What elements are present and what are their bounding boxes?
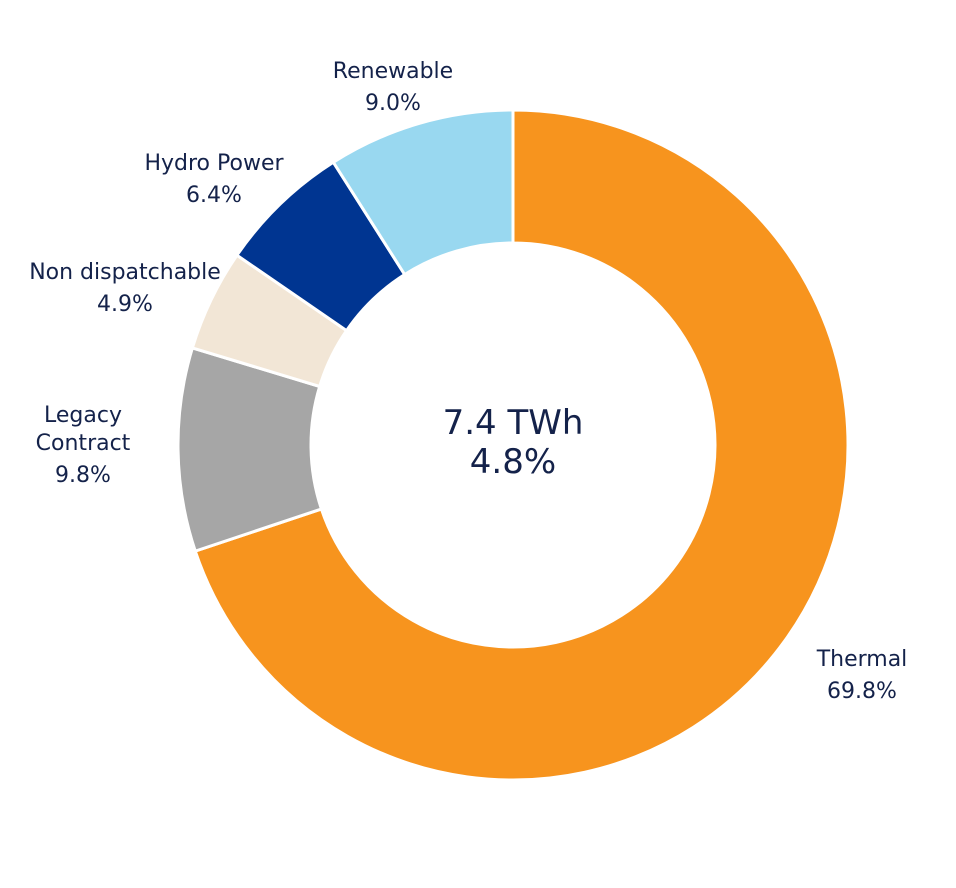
slice-label-hydro-power: Hydro Power 6.4% (144, 151, 284, 208)
slice-name-hydro-power: Hydro Power (144, 151, 284, 176)
labels-layer: Thermal 69.8% Legacy Contract 9.8% Non dispat… (29, 59, 907, 704)
center-label: 7.4 TWh 4.8% (443, 403, 584, 482)
slice-thermal (193, 108, 850, 782)
slice-value-thermal: 69.8% (827, 679, 897, 704)
slice-renewable (331, 108, 515, 277)
center-share-label: 4.8% (470, 442, 556, 482)
slice-value-renewable: 9.0% (365, 91, 421, 116)
slice-name-thermal: Thermal (816, 647, 908, 672)
slice-value-hydro-power: 6.4% (186, 183, 242, 208)
slice-name-renewable: Renewable (333, 59, 453, 84)
slice-name-non-dispatchable: Non dispatchable (29, 260, 221, 285)
slice-name-legacy-contract-2: Contract (36, 431, 131, 456)
slice-value-non-dispatchable: 4.9% (97, 292, 153, 317)
slice-name-legacy-contract-1: Legacy (44, 403, 122, 428)
slices-layer (176, 108, 850, 782)
slice-label-legacy-contract: Legacy Contract 9.8% (36, 403, 131, 488)
slice-value-legacy-contract: 9.8% (55, 463, 111, 488)
slice-label-renewable: Renewable 9.0% (333, 59, 453, 116)
center-total-label: 7.4 TWh (443, 403, 584, 443)
slice-label-non-dispatchable: Non dispatchable 4.9% (29, 260, 221, 317)
slice-label-thermal: Thermal 69.8% (816, 647, 908, 704)
